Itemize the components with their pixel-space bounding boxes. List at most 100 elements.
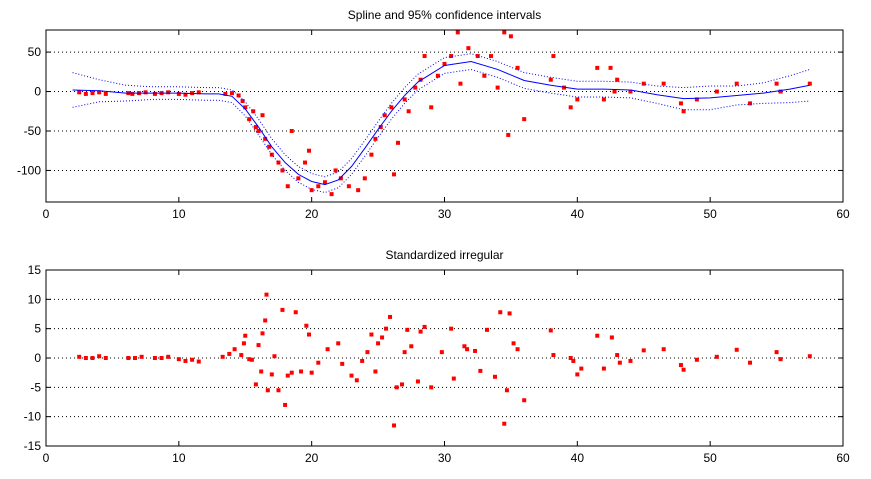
data-point [329,192,334,197]
y-tick-label: -100 [17,163,41,177]
data-point [465,347,470,352]
data-point [488,54,493,59]
data-point [126,356,131,360]
data-point [595,333,600,338]
data-point [495,85,500,90]
data-point [97,90,102,95]
data-point [77,354,82,359]
axes-box [45,29,844,203]
data-point [376,341,381,346]
chart-title: Standardized irregular [385,248,503,262]
data-point [265,388,270,393]
data-point [415,379,420,384]
data-point [152,356,157,360]
data-point [303,160,308,165]
data-point [354,378,359,383]
data-point [382,113,387,118]
data-point [748,360,753,365]
data-point [336,341,341,346]
data-point [322,180,327,185]
data-point [307,332,312,337]
data-point [449,54,454,59]
data-point [617,360,622,365]
data-point [807,354,812,359]
data-point [247,357,252,362]
data-point [507,311,512,316]
data-point [263,318,268,323]
data-point [402,97,407,102]
data-point [405,327,410,332]
x-tick-label: 10 [172,451,186,465]
data-point [429,385,434,390]
data-point [389,105,394,110]
data-point [196,359,201,364]
data-point [378,125,383,130]
data-point [511,341,516,346]
x-tick-label: 40 [571,207,585,221]
plot-area [46,270,843,446]
data-point [714,89,719,94]
data-point [380,335,385,340]
data-point [402,350,407,355]
data-point [269,372,274,377]
data-point [661,347,666,352]
chart-title: Spline and 95% confidence intervals [348,8,541,22]
data-point [615,77,620,82]
data-point [612,89,617,94]
data-point [103,91,108,96]
data-point [83,356,88,360]
data-point [241,341,246,346]
plot-area [46,30,843,202]
data-point [166,90,171,95]
data-point [285,184,290,189]
data-point [681,109,686,114]
data-point [83,91,88,96]
data-point [152,91,157,96]
y-tick-label: 0 [34,85,41,99]
data-point [548,328,553,333]
data-point [338,176,343,181]
data-point [608,65,613,70]
data-point [253,125,258,130]
data-point [316,184,321,189]
y-tick-label: 10 [28,292,42,306]
data-point [778,89,783,94]
data-point [256,343,261,348]
data-point [774,350,779,355]
data-point [508,34,513,39]
data-point [272,354,277,359]
data-point [223,91,228,96]
data-point [346,184,351,189]
data-point [176,91,181,96]
y-tick-label: 5 [34,322,41,336]
data-point [575,372,580,377]
data-point [373,369,378,374]
data-point [482,73,487,78]
data-point [309,188,314,193]
data-point [362,176,367,181]
data-point [422,324,427,329]
data-point [263,136,268,141]
data-point [661,81,666,86]
data-point [615,353,620,358]
data-point [522,398,527,403]
data-point [681,367,686,372]
data-point [280,307,285,312]
data-point [475,54,480,59]
data-point [349,373,354,378]
y-tick-label: -15 [24,439,42,453]
data-point [455,30,460,35]
data-point [166,354,171,359]
data-point [132,356,137,360]
data-point [478,368,483,373]
data-point [458,81,463,86]
axes: Spline and 95% confidence intervals -100 -… [17,8,850,221]
data-point [333,168,338,173]
data-point [356,188,361,193]
data-point [384,326,389,331]
data-point [267,144,272,149]
x-tick-label: 60 [836,451,850,465]
data-point [442,61,447,66]
data-point [694,357,699,362]
data-point [289,370,294,375]
